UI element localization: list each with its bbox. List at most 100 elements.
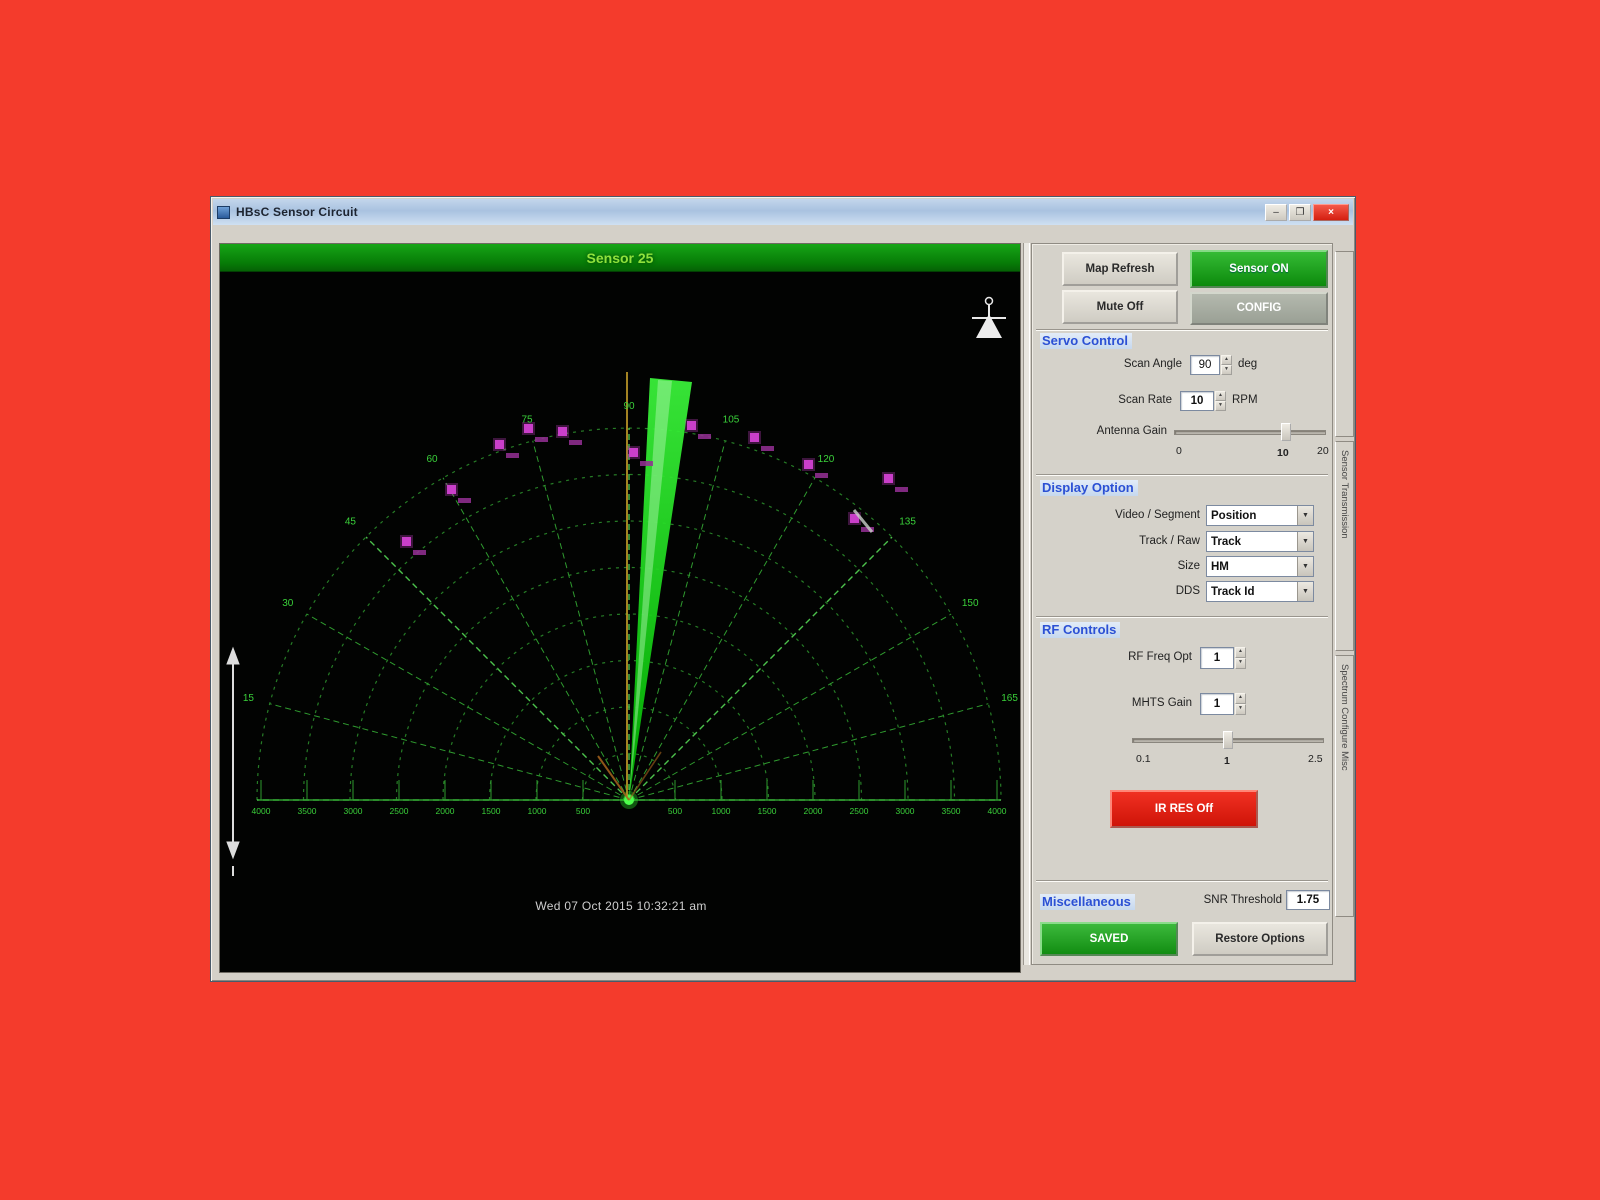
antenna-gain-min: 0 — [1176, 445, 1182, 457]
rf-level-max: 2.5 — [1308, 753, 1323, 765]
svg-text:2500: 2500 — [390, 806, 409, 816]
scan-angle-label: Scan Angle — [1123, 358, 1182, 370]
dds-label: DDS — [1175, 585, 1200, 597]
svg-text:2000: 2000 — [436, 806, 455, 816]
scan-rate-stepper[interactable]: ▲ ▼ — [1215, 391, 1226, 411]
map-refresh-button[interactable]: Map Refresh — [1062, 252, 1178, 286]
rf-level-value: 1 — [1224, 755, 1230, 767]
section-divider — [1036, 329, 1328, 331]
svg-text:1000: 1000 — [528, 806, 547, 816]
svg-text:500: 500 — [668, 806, 682, 816]
rf-freq-stepper[interactable]: ▲ ▼ — [1235, 647, 1246, 669]
svg-text:105: 105 — [723, 414, 740, 425]
svg-text:1500: 1500 — [758, 806, 777, 816]
radar-display[interactable]: 500 500 1000 1000 1500 1500 2000 2000 2500 2500 30… — [220, 272, 1022, 972]
side-tab-blank[interactable] — [1335, 251, 1354, 437]
size-dropdown[interactable]: HM ▼ — [1206, 556, 1314, 577]
restore-options-button[interactable]: Restore Options — [1192, 922, 1328, 956]
panel-divider — [1023, 243, 1030, 965]
rf-level-min: 0.1 — [1136, 753, 1151, 765]
track-raw-dropdown[interactable]: Track ▼ — [1206, 531, 1314, 552]
title-bar[interactable]: HBsC Sensor Circuit – ❐ × — [213, 199, 1353, 225]
rf-controls-heading: RF Controls — [1040, 622, 1121, 638]
servo-control-heading: Servo Control — [1040, 333, 1132, 349]
sensor-on-button[interactable]: Sensor ON — [1190, 250, 1328, 288]
radar-header-bar: Sensor 25 — [220, 244, 1020, 272]
section-divider — [1036, 880, 1328, 882]
svg-text:2500: 2500 — [850, 806, 869, 816]
track-raw-label: Track / Raw — [1139, 535, 1200, 547]
scan-rate-unit: RPM — [1232, 394, 1258, 406]
svg-text:3000: 3000 — [344, 806, 363, 816]
saved-button[interactable]: SAVED — [1040, 922, 1178, 956]
radar-scope-svg[interactable]: 500 500 1000 1000 1500 1500 2000 2000 2500 2500 30… — [220, 272, 1022, 972]
side-tab-spectrum[interactable]: Spectrum Configure Misc — [1335, 655, 1354, 917]
app-window: HBsC Sensor Circuit – ❐ × Sensor 25 500 5… — [210, 196, 1356, 982]
sensor-title: Sensor 25 — [586, 250, 654, 266]
scan-rate-field[interactable]: 10 — [1180, 391, 1214, 411]
svg-text:165: 165 — [1001, 693, 1018, 704]
svg-text:120: 120 — [818, 454, 835, 465]
section-divider — [1036, 616, 1328, 618]
scan-angle-stepper[interactable]: ▲ ▼ — [1221, 355, 1232, 375]
rf-level-slider[interactable] — [1132, 731, 1324, 749]
config-button[interactable]: CONFIG — [1190, 292, 1328, 325]
down-arrow-icon[interactable]: ▼ — [1215, 401, 1226, 411]
size-label: Size — [1177, 560, 1200, 572]
minimize-button[interactable]: – — [1265, 203, 1287, 221]
svg-text:1000: 1000 — [712, 806, 731, 816]
up-arrow-icon[interactable]: ▲ — [1221, 355, 1232, 365]
up-arrow-icon[interactable]: ▲ — [1235, 647, 1246, 658]
mhts-gain-stepper[interactable]: ▲ ▼ — [1235, 693, 1246, 715]
snr-threshold-label: SNR Threshold — [1203, 894, 1282, 906]
antenna-gain-max: 20 — [1317, 445, 1329, 457]
window-title: HBsC Sensor Circuit — [236, 205, 358, 219]
antenna-gain-slider[interactable] — [1174, 423, 1326, 441]
chevron-down-icon[interactable]: ▼ — [1297, 506, 1313, 525]
svg-text:3500: 3500 — [298, 806, 317, 816]
svg-text:45: 45 — [345, 516, 357, 527]
up-arrow-icon[interactable]: ▲ — [1215, 391, 1226, 401]
svg-text:60: 60 — [426, 454, 438, 465]
svg-text:4000: 4000 — [252, 806, 271, 816]
video-segment-label: Video / Segment — [1115, 509, 1200, 521]
down-arrow-icon[interactable]: ▼ — [1235, 658, 1246, 669]
up-arrow-icon[interactable]: ▲ — [1235, 693, 1246, 704]
mhts-gain-label: MHTS Gain — [1131, 697, 1192, 709]
video-segment-dropdown[interactable]: Position ▼ — [1206, 505, 1314, 526]
svg-text:15: 15 — [243, 693, 255, 704]
control-panel: Map Refresh Mute Off Sensor ON CONFIG Se… — [1031, 243, 1333, 965]
down-arrow-icon[interactable]: ▼ — [1221, 365, 1232, 375]
antenna-gain-thumb[interactable] — [1281, 423, 1291, 441]
radar-panel: Sensor 25 500 500 1000 1000 1500 1500 2000 2000… — [219, 243, 1021, 973]
rf-freq-label: RF Freq Opt — [1128, 651, 1192, 663]
ir-res-off-button[interactable]: IR RES Off — [1110, 790, 1258, 828]
scan-angle-unit: deg — [1238, 358, 1258, 370]
chevron-down-icon[interactable]: ▼ — [1297, 532, 1313, 551]
dds-dropdown[interactable]: Track Id ▼ — [1206, 581, 1314, 602]
svg-text:500: 500 — [576, 806, 590, 816]
svg-text:3000: 3000 — [896, 806, 915, 816]
maximize-button[interactable]: ❐ — [1289, 203, 1311, 221]
svg-text:135: 135 — [899, 516, 916, 527]
svg-text:1500: 1500 — [482, 806, 501, 816]
mute-off-button[interactable]: Mute Off — [1062, 290, 1178, 324]
antenna-gain-value: 10 — [1277, 447, 1289, 459]
side-tab-sensor[interactable]: Sensor Transmission — [1335, 441, 1354, 651]
down-arrow-icon[interactable]: ▼ — [1235, 704, 1246, 715]
svg-text:75: 75 — [521, 414, 533, 425]
mhts-gain-field[interactable]: 1 — [1200, 693, 1234, 715]
svg-text:150: 150 — [962, 598, 979, 609]
miscellaneous-heading: Miscellaneous — [1040, 894, 1135, 910]
chevron-down-icon[interactable]: ▼ — [1297, 582, 1313, 601]
close-button[interactable]: × — [1313, 203, 1349, 221]
display-option-heading: Display Option — [1040, 480, 1138, 496]
scan-angle-field[interactable]: 90 — [1190, 355, 1220, 375]
section-divider — [1036, 474, 1328, 476]
chevron-down-icon[interactable]: ▼ — [1297, 557, 1313, 576]
rf-level-thumb[interactable] — [1223, 731, 1233, 749]
rf-freq-field[interactable]: 1 — [1200, 647, 1234, 669]
snr-threshold-field[interactable]: 1.75 — [1286, 890, 1330, 910]
radar-timestamp: Wed 07 Oct 2015 10:32:21 am — [535, 899, 707, 913]
antenna-gain-label: Antenna Gain — [1096, 425, 1167, 437]
